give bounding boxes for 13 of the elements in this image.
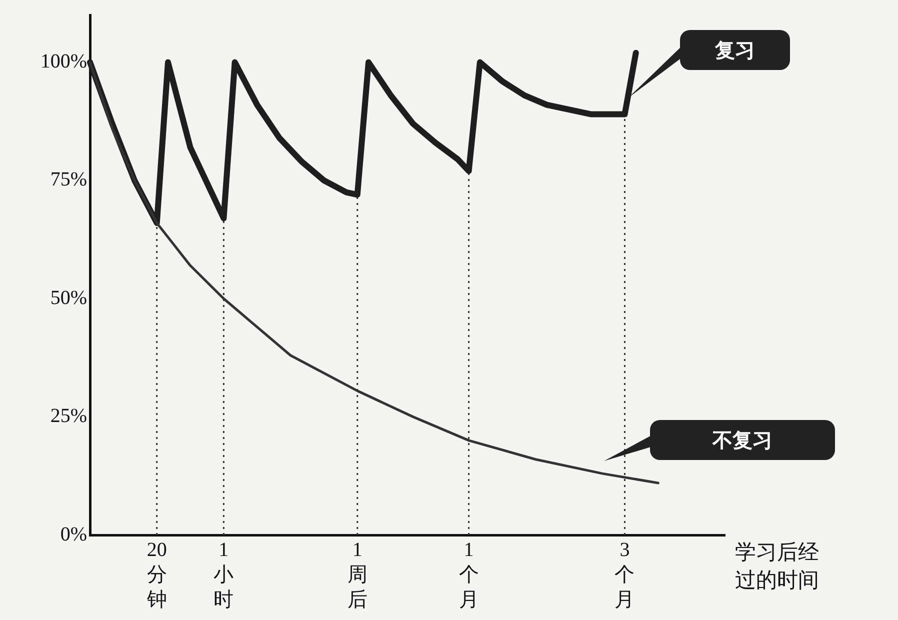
y-tick-label: 0% xyxy=(60,523,87,546)
y-tick-label: 75% xyxy=(50,168,87,191)
y-tick-label: 100% xyxy=(40,50,87,73)
annotation: 不复习 xyxy=(650,420,835,460)
x-tick-label: 3个月 xyxy=(614,538,635,611)
x-tick-label: 1小时 xyxy=(214,538,234,611)
x-tick-label: 1周后 xyxy=(347,538,368,611)
y-tick-label: 50% xyxy=(50,286,87,309)
x-tick-label: 20分钟 xyxy=(146,538,167,611)
y-tick-label: 25% xyxy=(50,405,87,428)
x-axis-title: 学习后经过的时间 xyxy=(735,539,820,594)
x-tick-label: 1个月 xyxy=(458,538,479,611)
annotation: 复习 xyxy=(680,30,790,70)
